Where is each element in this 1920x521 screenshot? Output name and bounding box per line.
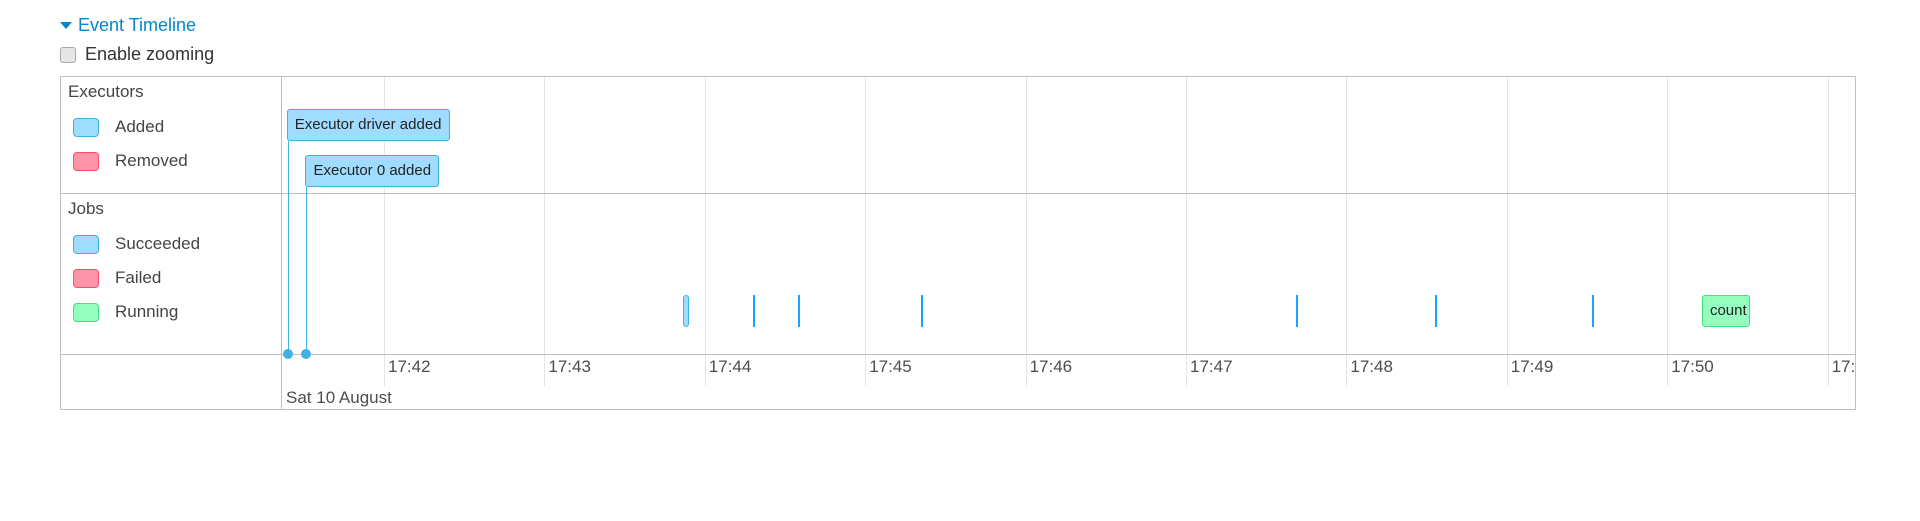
swatch-running (73, 302, 99, 322)
job-succeeded-bar[interactable] (1434, 295, 1437, 327)
swatch-succeeded (73, 234, 99, 254)
job-succeeded-bar[interactable] (1295, 295, 1299, 327)
job-succeeded-bar[interactable] (921, 295, 924, 327)
executor-event-line (287, 141, 289, 354)
job-succeeded-bar[interactable] (798, 295, 801, 327)
group-label-executors: Executors (68, 82, 144, 101)
swatch-added (73, 117, 99, 137)
executor-event-box[interactable]: Executor driver added (286, 109, 450, 141)
gridline (865, 77, 867, 386)
label-panel-divider (281, 77, 282, 409)
axis-tick-label: 17:46 (1029, 357, 1073, 376)
job-succeeded-bar[interactable] (752, 295, 755, 327)
swatch-removed (73, 151, 99, 171)
axis-line (61, 354, 1855, 355)
axis-tick-label: 17:42 (388, 357, 431, 376)
gridline (384, 77, 385, 386)
axis-date-label: Sat 10 August (286, 388, 392, 407)
legend-added: Added (73, 117, 164, 137)
timeline[interactable]: Executors Added Removed Jobs Succeeded F… (60, 76, 1856, 410)
axis-tick-label: 17:51 (1831, 357, 1856, 376)
job-running-bar[interactable]: count (1701, 295, 1751, 327)
swatch-failed (73, 268, 99, 288)
legend-running: Running (73, 302, 178, 322)
legend-label: Removed (115, 151, 188, 170)
axis-tick-label: 17:48 (1350, 357, 1393, 376)
event-timeline-title: Event Timeline (78, 15, 197, 35)
enable-zooming-control[interactable]: Enable zooming (60, 44, 214, 65)
axis-tick-label: 17:43 (548, 357, 591, 376)
legend-label: Failed (115, 268, 162, 287)
legend-label: Succeeded (115, 234, 201, 253)
event-timeline-toggle[interactable]: Event Timeline (60, 15, 196, 36)
gridline (1186, 77, 1187, 386)
axis-tick-label: 17:49 (1510, 357, 1554, 376)
executor-event-box[interactable]: Executor 0 added (305, 155, 440, 187)
axis-tick-label: 17:47 (1190, 357, 1233, 376)
legend-label: Added (115, 117, 165, 136)
executor-event-line (306, 187, 308, 354)
enable-zooming-checkbox[interactable] (60, 46, 76, 63)
gridline (1346, 77, 1348, 386)
legend-removed: Removed (73, 151, 188, 171)
gridline (544, 77, 546, 386)
axis-tick-label: 17:45 (869, 357, 912, 376)
axis-tick-label: 17:44 (708, 357, 752, 376)
executor-event-dot[interactable] (301, 349, 312, 359)
axis-tick-label: 17:50 (1671, 357, 1714, 376)
group-label-jobs: Jobs (68, 199, 104, 218)
job-succeeded-bar[interactable] (1592, 295, 1595, 327)
gridline (1827, 77, 1829, 386)
gridline (1506, 77, 1508, 386)
enable-zooming-label: Enable zooming (85, 44, 215, 64)
gridline (1025, 77, 1027, 386)
legend-label: Running (115, 302, 179, 321)
executor-event-dot[interactable] (282, 349, 293, 359)
legend-succeeded: Succeeded (73, 234, 200, 254)
legend-failed: Failed (73, 268, 161, 288)
group-divider (61, 193, 1855, 194)
gridline (1667, 77, 1669, 386)
job-succeeded-bar[interactable] (683, 295, 689, 327)
gridline (704, 77, 706, 386)
caret-down-icon (60, 22, 72, 29)
